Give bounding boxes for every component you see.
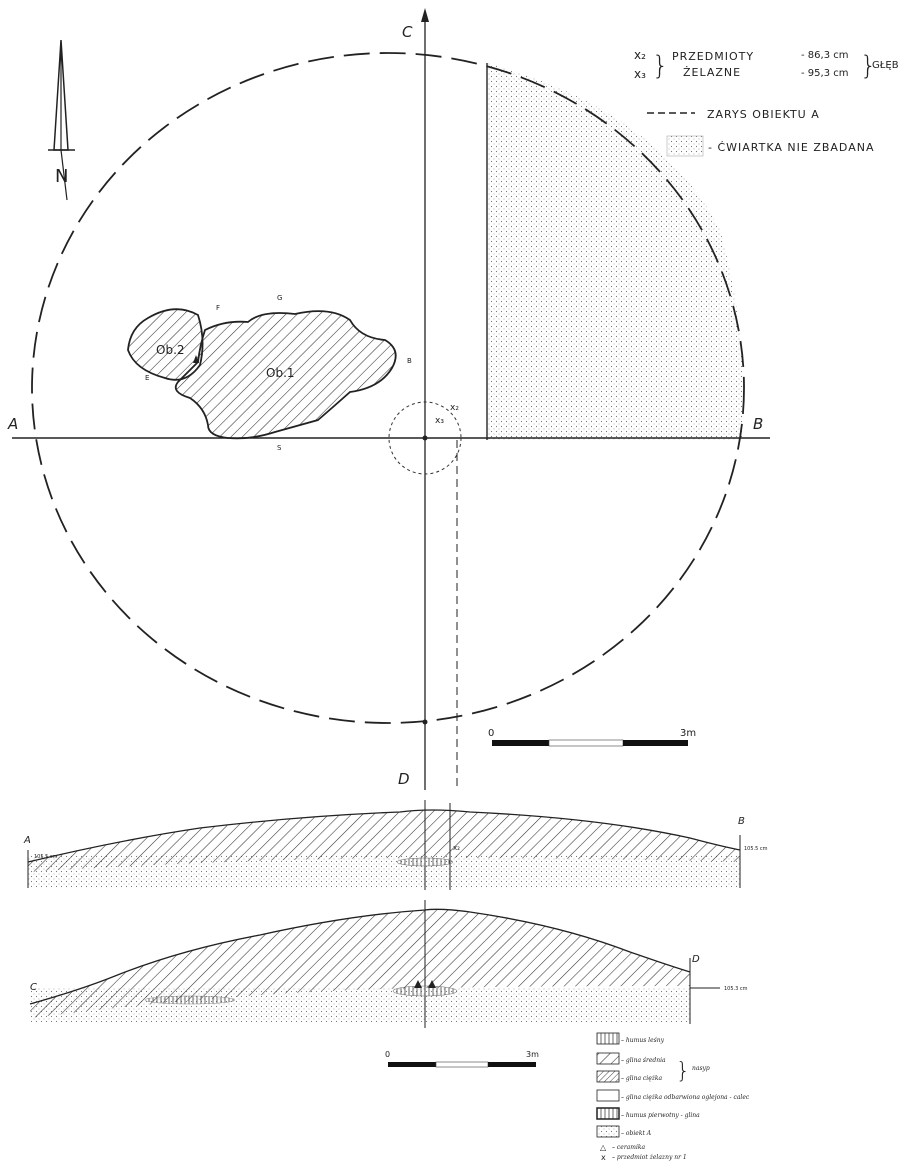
axis-label-d: D xyxy=(398,770,410,788)
section-ab-right: B xyxy=(738,816,745,827)
svg-text:}: } xyxy=(652,51,669,81)
legend-outline-label: ZARYS OBIEKTU A xyxy=(707,108,820,121)
section-cd-left: C xyxy=(30,982,37,993)
section-ab-left-depth: 105.5 cm xyxy=(34,854,58,860)
point-e: E xyxy=(145,374,149,382)
soil-ceramics: – ceramika xyxy=(612,1144,646,1151)
scale-bottom-start: 0 xyxy=(385,1050,390,1059)
quarter-legend-swatch xyxy=(666,135,704,157)
section-ab: A B 105.5 cm 105.5 cm x₂ xyxy=(23,800,768,890)
legend-depth2: - 95,3 cm xyxy=(801,68,848,79)
section-ab-right-depth: 105.5 cm xyxy=(744,846,768,852)
axis-label-b: B xyxy=(753,415,763,433)
legend-quarter-label: - ĆWIARTKA NIE ZBADANA xyxy=(708,141,874,154)
legend-x2: x₂ xyxy=(634,48,646,62)
find-x2-label: x₂ xyxy=(450,403,459,413)
soil-primary-humus: – humus pierwotny - glina xyxy=(621,1112,700,1119)
scale-top-end: 3m xyxy=(680,728,696,739)
find-zone xyxy=(388,401,462,475)
svg-text:}: } xyxy=(860,51,877,81)
soil-iron: – przedmiot żelazny nr 1 xyxy=(612,1154,687,1161)
soil-medium-clay: – glina średnia xyxy=(621,1057,666,1064)
north-arrowhead xyxy=(421,8,429,22)
axis-label-a: A xyxy=(7,415,18,433)
legend-items-line2: ŻELAZNE xyxy=(683,66,741,79)
object-a-outline xyxy=(31,52,745,724)
soil-group-label: nasyp xyxy=(692,1065,710,1072)
unexcavated-quarter xyxy=(487,63,744,440)
find-x3-label: x₃ xyxy=(435,416,444,426)
section-cd-fill xyxy=(30,909,690,1018)
section-cd-right: D xyxy=(692,954,700,965)
legend-x3: x₃ xyxy=(634,67,646,81)
point-f: F xyxy=(216,304,220,312)
north-label: N xyxy=(55,166,68,187)
ob1-label: Ob.1 xyxy=(266,366,295,380)
section-ab-fill xyxy=(28,810,740,872)
scale-bottom-end: 3m xyxy=(526,1050,539,1059)
iron-symbol: x xyxy=(601,1153,606,1162)
section-ab-left: A xyxy=(23,835,31,846)
soil-subsoil: – glina ciężka odbarwiona oglejona - cal… xyxy=(621,1094,750,1101)
soil-object: – obiekt A xyxy=(621,1130,652,1137)
finds-legend: x₂ x₃ } PRZEDMIOTY ŻELAZNE - 86,3 cm - 9… xyxy=(634,48,899,157)
feature-ob1 xyxy=(174,310,397,440)
soil-humus: – humus leśny xyxy=(621,1037,665,1044)
axis-label-c: C xyxy=(402,23,413,41)
section-cd: C D 105.3 cm xyxy=(29,900,748,1028)
legend-depth1: - 86,3 cm xyxy=(801,50,848,61)
scale-bar-top: 0 3m xyxy=(488,728,696,747)
soil-heavy-clay: – glina ciężka xyxy=(621,1075,663,1082)
ceramics-symbol: △ xyxy=(600,1143,607,1152)
point-g: G xyxy=(277,294,282,302)
legend-items-line1: PRZEDMIOTY xyxy=(672,50,754,63)
scale-top-start: 0 xyxy=(488,728,494,739)
north-arrow: N xyxy=(48,39,75,201)
section-cd-right-depth: 105.3 cm xyxy=(724,986,748,992)
point-s-small: S xyxy=(277,444,282,452)
point-b-small: B xyxy=(407,357,412,365)
soil-legend: – humus leśny – glina średnia – glina ci… xyxy=(596,1032,750,1162)
section-ab-find: x₂ xyxy=(453,844,460,852)
svg-text:}: } xyxy=(676,1059,690,1084)
ob2-label: Ob.2 xyxy=(156,343,185,357)
legend-depth-label: GŁĘB xyxy=(872,60,899,71)
scale-bar-bottom: 0 3m xyxy=(385,1050,539,1068)
